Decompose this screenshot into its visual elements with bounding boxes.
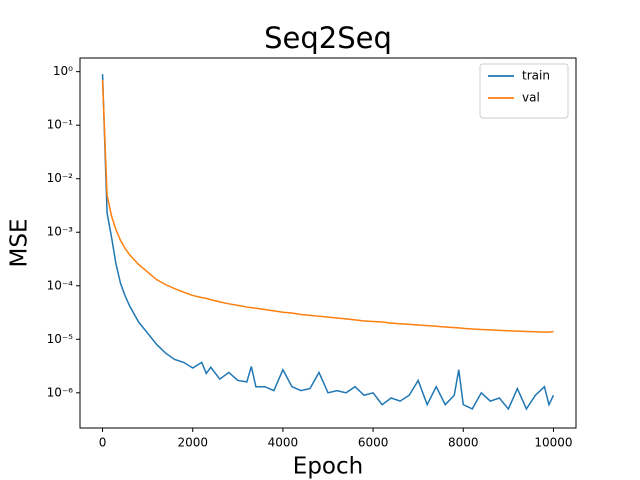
- legend-box: [479, 63, 569, 119]
- y-tick-label: 10⁻⁵: [47, 332, 74, 346]
- x-tick-label: 2000: [177, 436, 208, 450]
- y-tick-label: 10⁻¹: [47, 118, 74, 132]
- legend-label: train: [522, 69, 550, 83]
- line-series: [101, 74, 555, 411]
- x-tick-label: 8000: [448, 436, 479, 450]
- axes-frame: [79, 57, 577, 429]
- y-tick-label: 10⁻²: [47, 171, 74, 185]
- legend-label: val: [522, 91, 540, 105]
- x-tick-label: 4000: [268, 436, 299, 450]
- x-tick-label: 0: [99, 436, 107, 450]
- x-axis-label: Epoch: [293, 454, 363, 480]
- x-tick-label: 10000: [534, 436, 572, 450]
- y-tick-label: 10⁰: [53, 64, 73, 78]
- y-tick-label: 10⁻⁴: [47, 278, 74, 292]
- chart-title: Seq2Seq: [264, 21, 392, 55]
- y-tick-label: 10⁻⁶: [47, 385, 74, 399]
- x-tick-label: 6000: [358, 436, 389, 450]
- line-series: [101, 79, 554, 333]
- y-tick-label: 10⁻³: [47, 225, 74, 239]
- y-axis-label: MSE: [7, 219, 33, 268]
